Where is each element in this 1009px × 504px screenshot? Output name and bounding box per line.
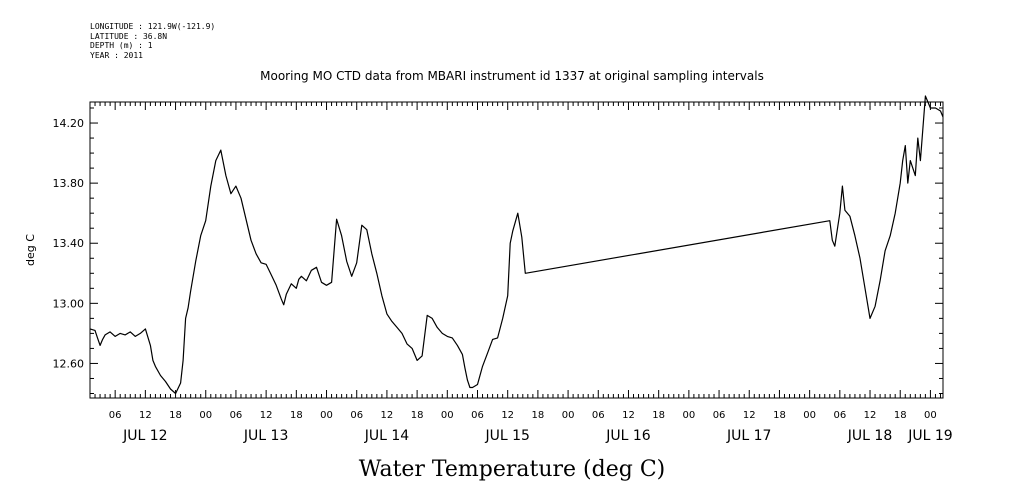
hour-tick-label: 12	[743, 410, 756, 421]
y-tick-label: 13.40	[53, 237, 85, 250]
hour-tick-label: 12	[139, 410, 152, 421]
day-tick-label: JUL 17	[726, 428, 771, 444]
depth-text: DEPTH (m) : 1	[90, 41, 153, 50]
metadata-block: LONGITUDE : 121.9W(-121.9) LATITUDE : 36…	[90, 22, 215, 60]
hour-tick-label: 12	[622, 410, 635, 421]
longitude-text: LONGITUDE : 121.9W(-121.9)	[90, 22, 216, 31]
hour-tick-label: 00	[441, 410, 454, 421]
y-axis-label: deg C	[24, 234, 37, 266]
hour-tick-label: 00	[924, 410, 937, 421]
hour-tick-label: 12	[864, 410, 877, 421]
hour-tick-label: 18	[411, 410, 424, 421]
hour-tick-label: 00	[320, 410, 333, 421]
hour-tick-label: 18	[290, 410, 303, 421]
plot-frame	[89, 101, 944, 399]
y-axis-ticks: 12.60 13.00 13.40 13.80 14.20	[53, 107, 943, 394]
hour-tick-label: 00	[199, 410, 212, 421]
temperature-series-line	[89, 95, 944, 395]
hour-tick-label: 06	[592, 410, 605, 421]
chart-title: Mooring MO CTD data from MBARI instrumen…	[260, 69, 764, 83]
hour-tick-label: 06	[833, 410, 846, 421]
hour-tick-label: 06	[713, 410, 726, 421]
hour-tick-label: 12	[260, 410, 273, 421]
latitude-text: LATITUDE : 36.8N	[90, 31, 168, 41]
y-tick-label: 12.60	[53, 357, 85, 370]
day-tick-label: JUL 14	[364, 428, 410, 444]
hour-tick-label: 00	[562, 410, 575, 421]
y-tick-label: 13.00	[53, 297, 85, 310]
day-tick-label: JUL 19	[907, 428, 952, 444]
hour-tick-label: 18	[894, 410, 907, 421]
day-tick-label: JUL 13	[243, 428, 288, 444]
bottom-title: Water Temperature (deg C)	[359, 457, 666, 482]
hour-tick-label: 18	[773, 410, 786, 421]
hour-tick-label: 12	[381, 410, 394, 421]
x-axis-ticks	[89, 102, 941, 398]
hour-tick-label: 18	[169, 410, 182, 421]
hour-tick-label: 18	[652, 410, 665, 421]
day-tick-label: JUL 18	[847, 428, 892, 444]
year-text: YEAR : 2011	[90, 50, 143, 60]
y-tick-label: 14.20	[53, 117, 85, 130]
hour-tick-label: 06	[350, 410, 363, 421]
day-tick-labels: JUL 12 JUL 13 JUL 14 JUL 15 JUL 16 JUL 17 JUL …	[122, 428, 953, 444]
day-tick-label: JUL 16	[605, 428, 651, 444]
hour-tick-label: 12	[501, 410, 514, 421]
hour-tick-labels: 06 12 18 00 06 12 18 00 06 12 18 00 06 12 18 00 06 12 18 00…	[109, 410, 937, 421]
hour-tick-label: 06	[230, 410, 243, 421]
series-layer	[89, 95, 944, 395]
hour-tick-label: 06	[471, 410, 484, 421]
day-tick-label: JUL 15	[484, 428, 529, 444]
day-tick-label: JUL 12	[122, 428, 167, 444]
hour-tick-label: 18	[532, 410, 545, 421]
hour-tick-label: 06	[109, 410, 122, 421]
hour-tick-label: 00	[803, 410, 816, 421]
hour-tick-label: 00	[682, 410, 695, 421]
y-tick-label: 13.80	[53, 177, 85, 190]
